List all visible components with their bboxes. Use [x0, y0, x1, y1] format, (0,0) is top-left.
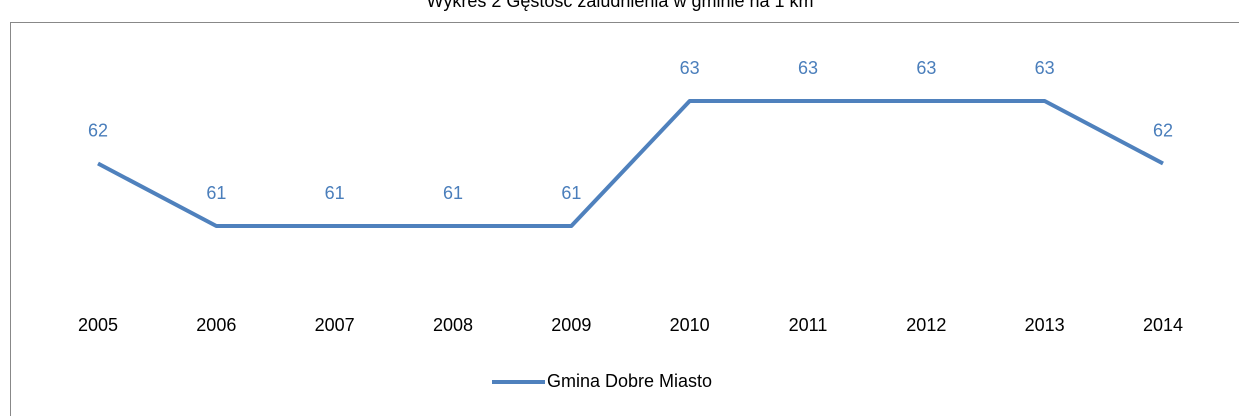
x-tick-label: 2006 — [196, 315, 236, 335]
title-backdrop — [350, 0, 890, 12]
x-tick-label: 2005 — [78, 315, 118, 335]
data-label: 63 — [916, 58, 936, 78]
x-tick-label: 2007 — [315, 315, 355, 335]
x-tick-label: 2013 — [1025, 315, 1065, 335]
x-tick-label: 2010 — [670, 315, 710, 335]
data-label: 62 — [1153, 120, 1173, 140]
data-label: 61 — [561, 183, 581, 203]
x-tick-label: 2008 — [433, 315, 473, 335]
data-label: 63 — [1035, 58, 1055, 78]
x-tick-label: 2011 — [789, 315, 828, 335]
data-label: 62 — [88, 120, 108, 140]
chart-title: Wykres 2 Gęstość zaludnienia w gminie na… — [427, 0, 814, 11]
x-tick-label: 2014 — [1143, 315, 1183, 335]
data-label: 61 — [325, 183, 345, 203]
data-label: 61 — [443, 183, 463, 203]
legend-label: Gmina Dobre Miasto — [547, 371, 712, 391]
data-line — [97, 99, 1164, 228]
data-label: 61 — [206, 183, 226, 203]
x-tick-label: 2012 — [906, 315, 946, 335]
x-tick-label: 2009 — [551, 315, 591, 335]
data-label: 63 — [680, 58, 700, 78]
chart-frame — [10, 22, 1239, 416]
data-label: 63 — [798, 58, 818, 78]
